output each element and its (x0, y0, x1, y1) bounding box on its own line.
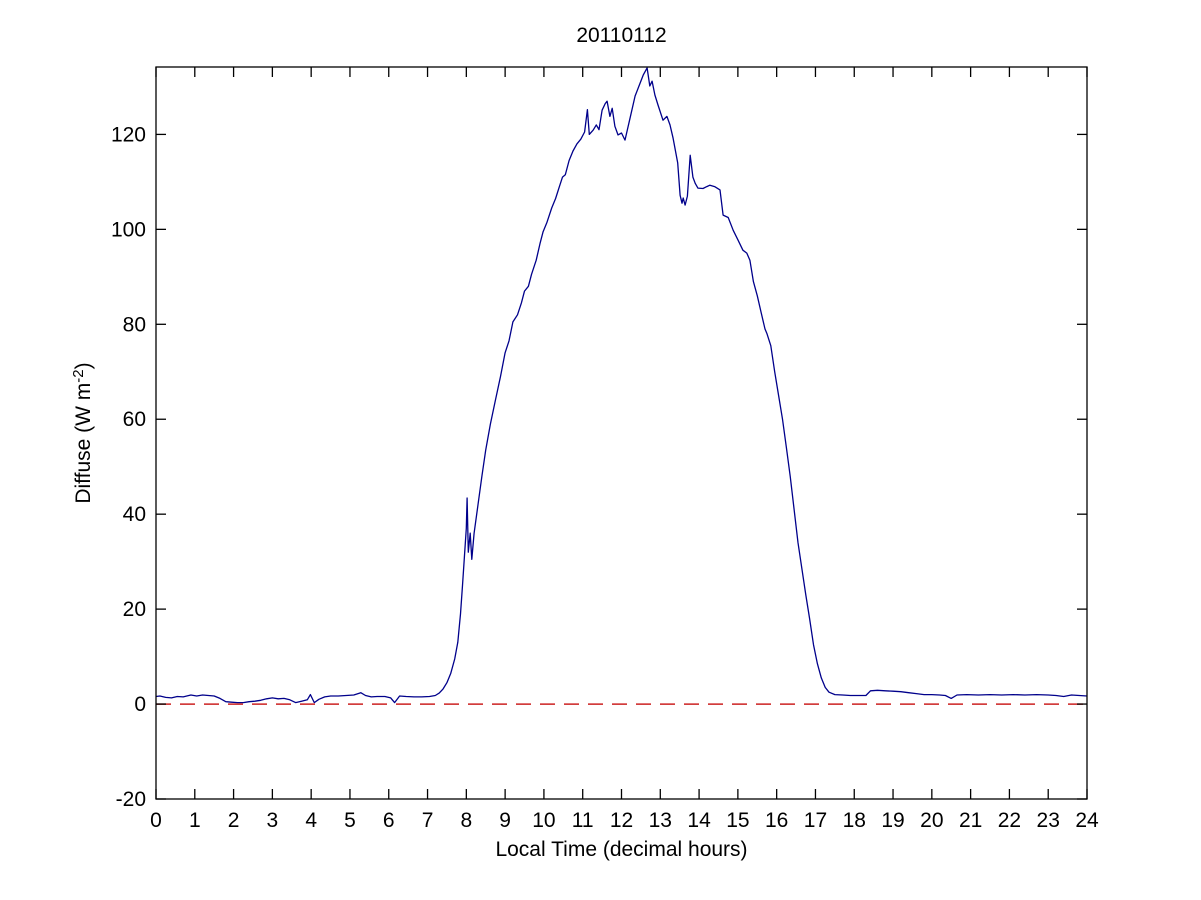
y-tick-label: 80 (123, 313, 146, 336)
x-tick-label: 12 (610, 809, 633, 832)
x-tick-label: 3 (267, 809, 279, 832)
y-axis-label-main: Diffuse (W m (72, 382, 95, 504)
x-tick-label: 2 (228, 809, 240, 832)
x-tick-label: 0 (150, 809, 162, 832)
axes-box (155, 66, 1088, 800)
chart-title: 20110112 (576, 24, 667, 47)
y-tick-label: 40 (123, 503, 146, 526)
y-tick-label: 60 (123, 408, 146, 431)
y-axis-label-exponent: -2 (70, 369, 87, 383)
x-tick-label: 4 (305, 809, 317, 832)
x-axis-label: Local Time (decimal hours) (495, 838, 748, 861)
y-tick-label: 0 (134, 693, 146, 716)
x-tick-label: 13 (649, 809, 672, 832)
x-tick-label: 1 (189, 809, 201, 832)
x-tick-label: 24 (1075, 809, 1099, 832)
x-tick-label: 11 (572, 809, 594, 832)
y-tick-label: 100 (111, 218, 146, 241)
x-tick-label: 23 (1037, 809, 1060, 832)
y-tick-label: -20 (116, 788, 146, 811)
y-tick-label: 20 (123, 598, 146, 621)
x-tick-label: 7 (422, 809, 434, 832)
x-tick-label: 5 (344, 809, 356, 832)
x-tick-label: 14 (687, 809, 711, 832)
x-tick-label: 18 (843, 809, 866, 832)
x-tick-label: 22 (998, 809, 1021, 832)
x-tick-label: 17 (804, 809, 827, 832)
x-tick-label: 10 (532, 809, 555, 832)
x-tick-label: 16 (765, 809, 788, 832)
x-tick-label: 19 (881, 809, 904, 832)
y-tick-label: 120 (111, 123, 146, 146)
y-axis-label: Diffuse (W m-2) (69, 283, 95, 583)
x-tick-label: 15 (726, 809, 749, 832)
x-tick-label: 8 (460, 809, 472, 832)
x-tick-label: 9 (499, 809, 511, 832)
x-tick-label: 20 (920, 809, 943, 832)
x-tick-label: 6 (383, 809, 395, 832)
diffuse-irradiance (155, 67, 1088, 704)
x-tick-label: 21 (959, 809, 982, 832)
